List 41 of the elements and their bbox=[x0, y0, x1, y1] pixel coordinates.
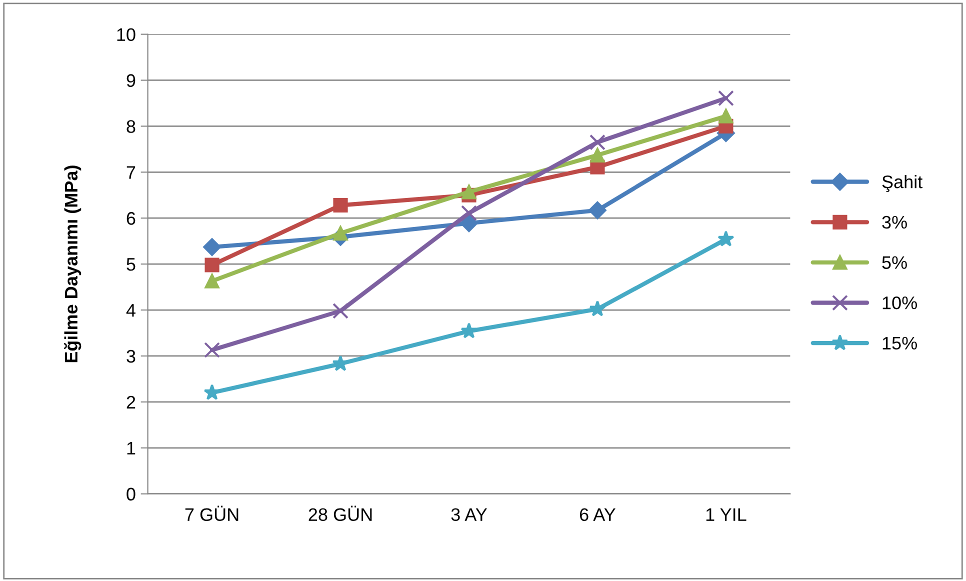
point bbox=[204, 384, 220, 400]
point bbox=[204, 258, 220, 272]
point bbox=[204, 274, 220, 288]
point bbox=[588, 201, 606, 220]
y-tick-label: 10 bbox=[117, 28, 136, 41]
point bbox=[333, 226, 348, 241]
point bbox=[204, 342, 220, 358]
y-tick-label: 5 bbox=[126, 258, 136, 271]
point bbox=[332, 302, 349, 319]
y-tick-label: 3 bbox=[126, 350, 136, 363]
x-tick-label: 28 GÜN bbox=[308, 506, 372, 521]
x-tick-label: 1 YIL bbox=[706, 508, 746, 521]
x-tick-label: 7 GÜN bbox=[185, 506, 238, 521]
point bbox=[460, 322, 478, 338]
point bbox=[203, 238, 221, 256]
point bbox=[462, 184, 476, 200]
point bbox=[590, 148, 605, 162]
point bbox=[333, 198, 348, 213]
y-tick-label: 8 bbox=[126, 120, 136, 133]
point bbox=[589, 300, 606, 316]
legend-label: 10% bbox=[882, 296, 917, 310]
point bbox=[718, 230, 734, 246]
point bbox=[461, 205, 477, 222]
x-tick-label: 6 AY bbox=[580, 508, 616, 521]
point bbox=[460, 214, 478, 232]
y-tick-label: 2 bbox=[126, 396, 136, 408]
legend-label: 3% bbox=[882, 216, 907, 229]
y-tick-label: 1 bbox=[127, 442, 136, 454]
y-tick-label: 7 bbox=[126, 166, 136, 179]
point bbox=[718, 108, 734, 124]
point bbox=[589, 134, 606, 150]
y-axis-title: Eğilme Dayanımı (MPa) bbox=[64, 166, 82, 362]
legend-label: 15% bbox=[882, 336, 917, 350]
y-tick-label: 9 bbox=[126, 74, 136, 87]
y-tick-label: 4 bbox=[126, 304, 136, 317]
y-tick-label: 0 bbox=[126, 488, 136, 501]
x-tick-label: 3 AY bbox=[451, 508, 488, 521]
point bbox=[718, 90, 734, 106]
legend-label: Şahit bbox=[882, 175, 922, 192]
legend-label: 5% bbox=[882, 256, 907, 269]
y-tick-label: 6 bbox=[126, 212, 136, 225]
